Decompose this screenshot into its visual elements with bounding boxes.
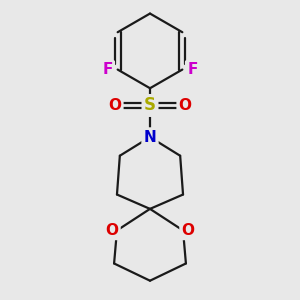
Text: O: O — [108, 98, 121, 113]
Text: O: O — [182, 223, 195, 238]
Text: O: O — [179, 98, 192, 113]
Text: O: O — [105, 223, 119, 238]
Text: S: S — [144, 97, 156, 115]
Text: N: N — [144, 130, 156, 145]
Text: F: F — [187, 62, 198, 77]
Text: F: F — [102, 62, 113, 77]
